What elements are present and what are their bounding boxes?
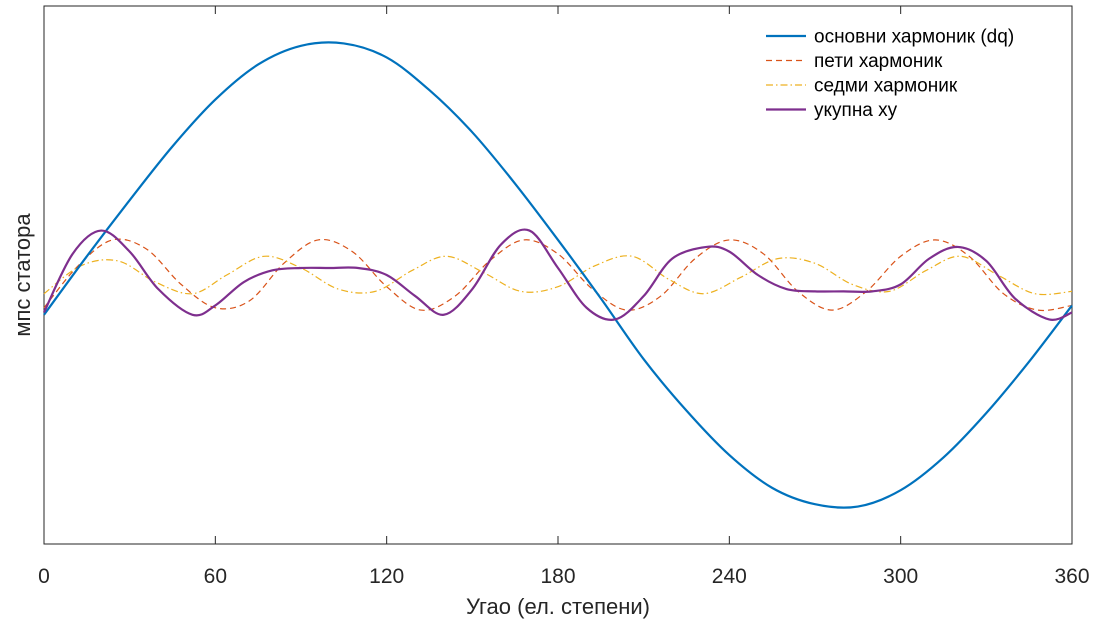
x-tick-label: 180 [540,565,575,588]
series-layer [43,41,1073,509]
legend: основни хармоник (dq) пети хармоник седми … [766,27,1014,121]
legend-label: пети хармоник [814,51,943,72]
x-tick-label: 300 [883,565,918,588]
x-ticks: 0 60 120 180 240 300 360 [38,6,1090,588]
x-tick-label: 0 [38,565,50,588]
legend-label: основни хармоник (dq) [814,27,1014,48]
x-tick-label: 360 [1054,565,1089,588]
x-tick-label: 240 [712,565,747,588]
series-line-4 [43,228,1073,321]
legend-label: седми хармоник [814,76,958,97]
series-line-3 [43,255,1073,296]
y-axis-title: мпс статора [10,213,35,337]
series-line-2 [43,238,1073,312]
x-tick-label: 60 [204,565,227,588]
x-tick-label: 120 [369,565,404,588]
series-line-1 [43,41,1073,509]
plot-area [43,5,1073,545]
x-axis-title: Угао (ел. степени) [466,594,650,619]
legend-label: укупна xy [814,100,898,121]
